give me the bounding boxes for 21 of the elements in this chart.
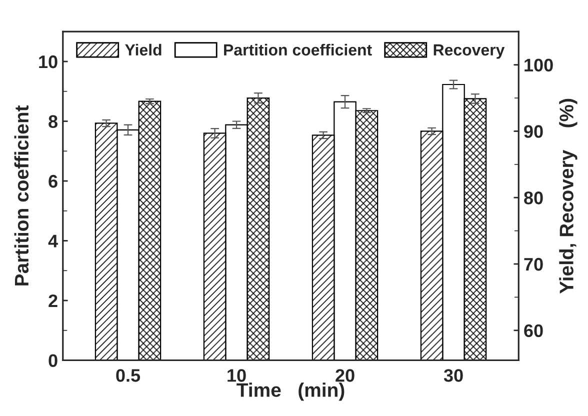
y2-tick-label: 60	[524, 324, 543, 338]
legend-label: Yield	[125, 44, 162, 56]
x-axis-title: Time (min)	[236, 382, 344, 401]
y-tick-label: 6	[48, 174, 58, 188]
x-tick-label: 20	[336, 369, 354, 382]
y-tick-label: 4	[48, 234, 58, 248]
y-tick-label: 2	[48, 294, 58, 308]
y2-tick-label: 90	[524, 125, 543, 138]
legend-label: Recovery	[434, 44, 505, 59]
y-tick-label: 8	[48, 115, 58, 128]
y-axis-title: Partition coefficient	[14, 105, 29, 286]
y-tick-label: 10	[39, 55, 58, 68]
y2-tick-label: 100	[524, 58, 553, 72]
y2-tick-label: 80	[524, 192, 543, 204]
y2-tick-label: 70	[524, 258, 543, 271]
legend-label: Partition coefficient	[224, 44, 372, 56]
x-tick-label: 0.5	[116, 369, 140, 382]
x-tick-label: 30	[444, 369, 463, 382]
y2-axis-title: Yield, Recovery (%)	[559, 98, 578, 294]
x-tick-label: 10	[228, 369, 246, 382]
y-tick-label: 0	[48, 354, 58, 367]
